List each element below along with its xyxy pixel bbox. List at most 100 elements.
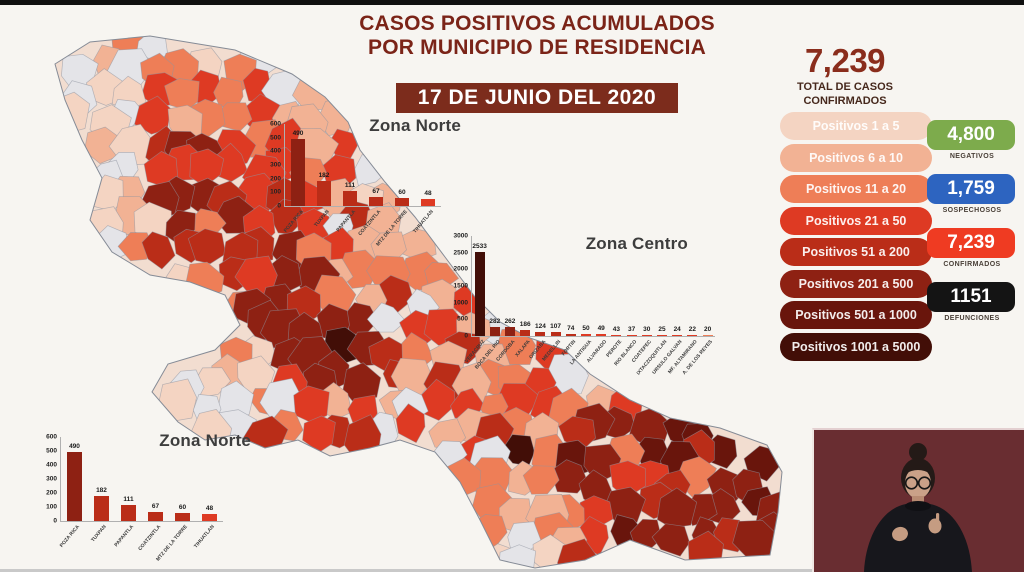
y-axis-tick: 400	[46, 461, 57, 469]
bar-poza-rica	[67, 452, 82, 521]
legend-pill-7: Positivos 501 a 1000	[780, 301, 932, 329]
bar-value-label: 124	[534, 322, 546, 330]
stats-column: 4,800 NEGATIVOS 1,759 SOSPECHOSOS 7,239 CONFI…	[927, 120, 1017, 336]
bar-value-label: 67	[151, 502, 160, 510]
bar-tihuatlan	[202, 514, 217, 521]
bar-value-label: 182	[96, 486, 107, 494]
bar-value-label: 2533	[472, 242, 487, 250]
bar-value-label: 67	[372, 187, 380, 195]
bar-value-label: 111	[344, 181, 356, 189]
y-axis-tick: 3000	[453, 232, 468, 240]
title-block: CASOS POSITIVOS ACUMULADOS POR MUNICIPIO…	[330, 12, 744, 114]
y-axis-tick: 400	[270, 147, 281, 155]
interpreter-body	[864, 504, 972, 572]
stat-block-sospechosos: 1,759 SOSPECHOSOS	[927, 174, 1017, 214]
bar-coatzintla	[148, 511, 163, 521]
municipality-cell	[395, 403, 426, 444]
y-axis-tick: 300	[46, 475, 57, 483]
stat-value: 1151	[927, 282, 1015, 312]
x-axis-label: PAPANTLA	[113, 524, 136, 549]
total-cases-value: 7,239	[804, 42, 886, 79]
y-axis-tick: 1000	[453, 299, 468, 307]
legend-pill-6: Positivos 201 a 500	[780, 269, 932, 298]
bar-value-label: 490	[69, 443, 80, 451]
sign-language-video	[812, 428, 1024, 572]
chart-title: Zona Norte	[159, 431, 251, 450]
bar-value-label: 20	[703, 326, 712, 334]
x-axis-label: TIHUATLAN	[193, 524, 217, 550]
bar-value-label: 49	[597, 325, 605, 333]
bar-coatepec	[641, 335, 652, 336]
bar-alvarado	[596, 334, 607, 336]
bar-orizaba	[535, 331, 546, 336]
x-axis-label: PAPANTLA	[334, 209, 357, 234]
page-title-line1: CASOS POSITIVOS ACUMULADOS	[359, 12, 715, 35]
bar-value-label: 60	[178, 503, 187, 511]
legend-pill-4: Positivos 21 a 50	[780, 206, 932, 235]
bar-value-label: 182	[318, 172, 330, 180]
y-axis-tick: 600	[270, 120, 281, 128]
chart-zona-norte-bottom: Zona Norte 0 100 200 300 400 500 600 490 POZA RIC…	[32, 423, 257, 563]
bar-mf-altamirano	[687, 335, 698, 336]
legend-pill-5: Positivos 51 a 200	[780, 238, 932, 266]
glasses-right-lens	[917, 476, 932, 490]
stat-block-confirmados: 7,239 CONFIRMADOS	[927, 228, 1017, 268]
bar-fortin	[565, 333, 576, 336]
bar-mtz-de-la-torre	[175, 512, 190, 521]
total-cases-label-line1: TOTAL DE CASOS	[797, 81, 893, 93]
bar-cordoba	[505, 327, 515, 336]
municipality-cell	[141, 231, 176, 270]
y-axis-tick: 500	[457, 315, 468, 323]
chart-zona-norte-top: Zona Norte 0 100 200 300 400 500 600 490 POZA RIC…	[258, 110, 463, 248]
y-axis-tick: 600	[46, 433, 57, 441]
total-cases-label: TOTAL DE CASOS CONFIRMADOS	[778, 81, 912, 109]
interpreter-right-hand	[892, 526, 908, 542]
bar-value-label: 107	[550, 323, 562, 331]
y-axis-tick: 0	[53, 517, 57, 525]
y-axis-tick: 2500	[453, 249, 468, 257]
legend-pill-8: Positivos 1001 a 5000	[780, 332, 932, 361]
stat-label: CONFIRMADOS	[943, 261, 1001, 268]
stat-value: 4,800	[927, 120, 1015, 150]
stat-label: SOSPECHOSOS	[942, 207, 1002, 214]
chart-zona-centro: Zona Centro 0 500 1000 1500 2000 2500 3000 2533 V…	[443, 222, 743, 376]
bar-tuxpan	[317, 181, 331, 206]
municipality-cell	[651, 523, 691, 557]
stat-block-negativos: 4,800 NEGATIVOS	[927, 120, 1017, 160]
chart-plot-area: 0 100 200 300 400 500 600 490 POZA RICA 182 TUXPAN…	[46, 434, 223, 563]
chart-title: Zona Centro	[585, 234, 688, 253]
x-axis-label: POZA RICA	[282, 209, 305, 234]
bar-veracruz	[474, 251, 485, 336]
bar-value-label: 25	[658, 326, 666, 334]
x-axis-label: TIHUATLAN	[411, 209, 435, 235]
bar-xalapa	[520, 329, 531, 336]
chart-plot-area: 0 500 1000 1500 2000 2500 3000 2533 VERACRUZ 282 B…	[454, 233, 716, 376]
total-cases-block: 7,239 TOTAL DE CASOS CONFIRMADOS	[778, 42, 912, 109]
bar-tihuatlan	[421, 199, 435, 206]
veracruz-choropleth-map	[54, 35, 783, 569]
legend-pill-2: Positivos 6 a 10	[780, 143, 932, 172]
bar-value-label: 30	[643, 326, 651, 333]
chart-title: Zona Norte	[369, 116, 461, 135]
bar-rio-blanco	[626, 334, 637, 336]
bar-value-label: 262	[504, 318, 516, 326]
y-axis-tick: 500	[46, 447, 57, 455]
bar-mtz-de-la-torre	[395, 197, 409, 206]
bar-value-label: 50	[582, 325, 590, 333]
date-banner: 17 DE JUNIO DEL 2020	[395, 83, 679, 114]
bar-boca-del-rio	[489, 326, 500, 336]
bottom-gray-bar	[0, 569, 1024, 572]
stat-label: DEFUNCIONES	[944, 315, 1000, 322]
bar-value-label: 490	[292, 130, 304, 138]
bar-papantla	[121, 505, 136, 521]
bar-value-label: 43	[612, 325, 621, 333]
top-black-bar	[0, 0, 1024, 5]
x-axis-label: A. DE LOS REYES	[681, 339, 715, 377]
interpreter-hair-bun	[909, 443, 927, 461]
municipality-cell	[366, 302, 407, 333]
total-cases-label-line2: CONFIRMADOS	[803, 94, 887, 107]
bar-tuxpan	[94, 495, 109, 521]
x-axis-label: COATZINTLA	[137, 524, 163, 553]
y-axis-tick: 200	[270, 175, 281, 183]
